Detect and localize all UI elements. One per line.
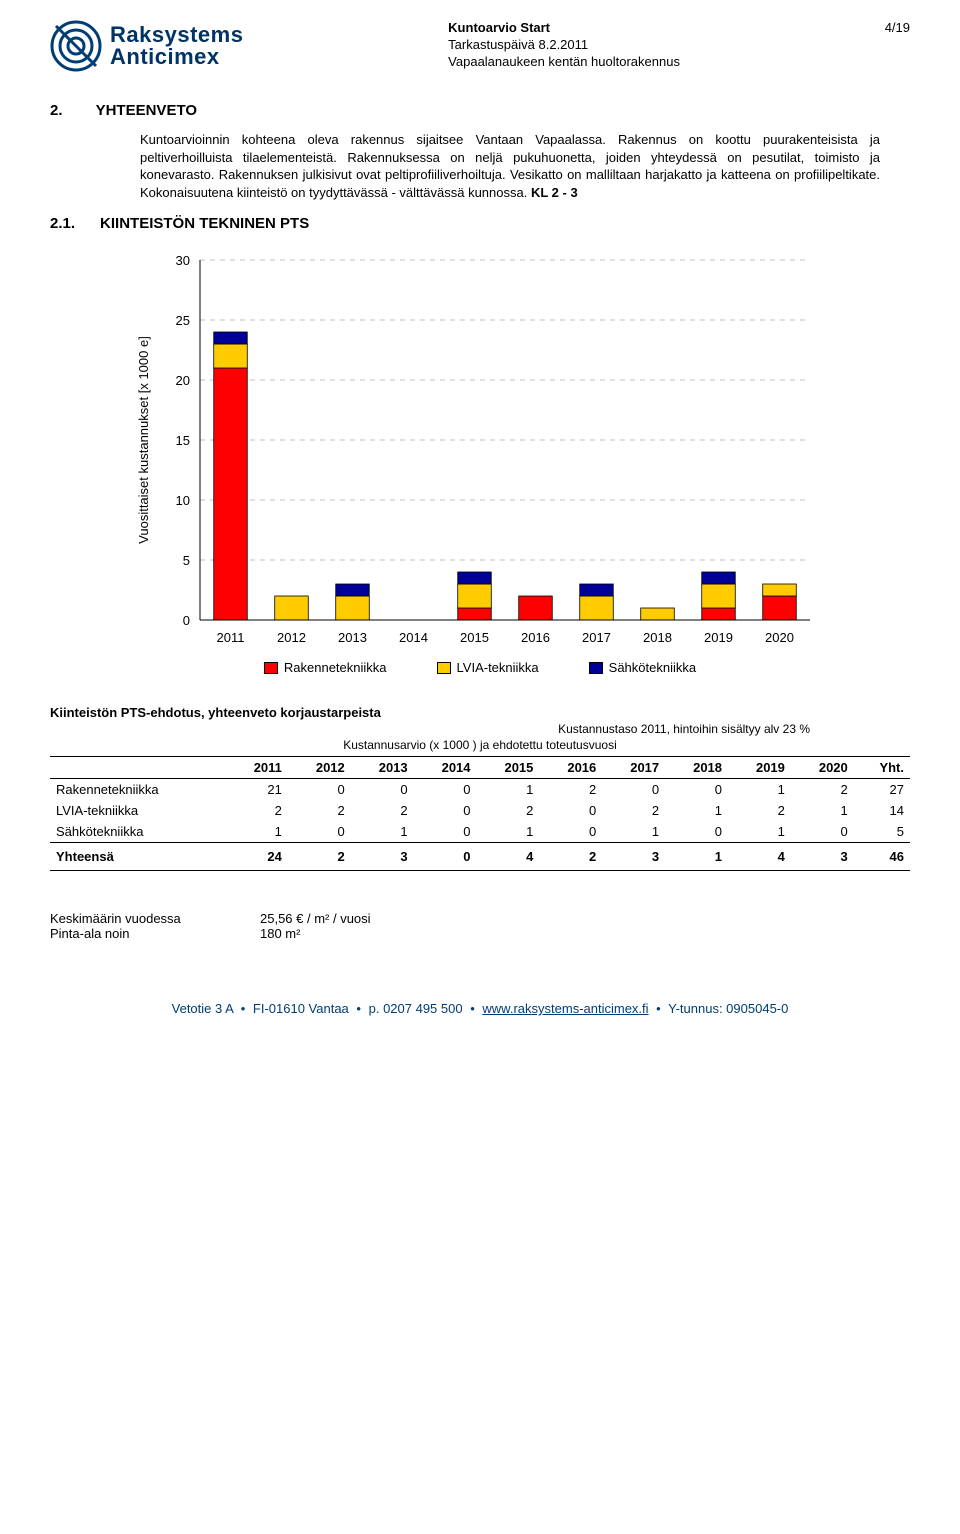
logo-icon — [50, 20, 102, 72]
legend-label-rakenne: Rakennetekniikka — [284, 660, 387, 675]
svg-text:2014: 2014 — [399, 630, 428, 645]
svg-text:2011: 2011 — [217, 630, 245, 645]
legend-rakenne: Rakennetekniikka — [264, 660, 387, 675]
footer-link[interactable]: www.raksystems-anticimex.fi — [482, 1001, 648, 1016]
area-value: 180 m² — [260, 926, 300, 941]
legend-swatch-rakenne — [264, 662, 278, 674]
table-subtitle: Kustannustaso 2011, hintoihin sisältyy a… — [50, 722, 910, 736]
svg-text:2013: 2013 — [338, 630, 367, 645]
logo-text: Raksystems Anticimex — [110, 24, 243, 68]
section-21-num: 2.1. — [50, 215, 75, 232]
chart-svg: 0 5 10 15 20 25 30 2011 2012 2013 2014 2015 2016 2017… — [130, 250, 830, 650]
doc-title: Kuntoarvio Start — [448, 20, 550, 35]
footer-block: Keskimäärin vuodessa 25,56 € / m² / vuos… — [50, 911, 910, 941]
svg-text:2015: 2015 — [460, 630, 489, 645]
svg-text:2016: 2016 — [521, 630, 550, 645]
svg-text:Vuosittaiset kustannukset [x 1: Vuosittaiset kustannukset [x 1000 e] — [136, 336, 151, 544]
section-2-para-tail: KL 2 - 3 — [531, 185, 578, 200]
section-21-title: KIINTEISTÖN TEKNINEN PTS — [100, 215, 309, 232]
area-label: Pinta-ala noin — [50, 926, 230, 941]
section-2-para-text: Kuntoarvioinnin kohteena oleva rakennus … — [140, 132, 880, 200]
svg-text:25: 25 — [176, 313, 190, 328]
section-2-para: Kuntoarvioinnin kohteena oleva rakennus … — [140, 131, 880, 201]
svg-text:2012: 2012 — [277, 630, 306, 645]
header-center: Kuntoarvio Start Tarkastuspäivä 8.2.2011… — [448, 20, 680, 71]
legend-swatch-lvia — [437, 662, 451, 674]
legend-lvia: LVIA-tekniikka — [437, 660, 539, 675]
legend-label-sahko: Sähkötekniikka — [609, 660, 696, 675]
footer-p4: Y-tunnus: 0905045-0 — [668, 1001, 788, 1016]
logo: Raksystems Anticimex — [50, 20, 243, 72]
section-2-num: 2. — [50, 102, 63, 119]
footer-p2: p. 0207 495 500 — [369, 1001, 463, 1016]
legend-label-lvia: LVIA-tekniikka — [457, 660, 539, 675]
svg-text:2020: 2020 — [765, 630, 794, 645]
table-head2: Kustannusarvio (x 1000 ) ja ehdotettu to… — [50, 738, 910, 752]
logo-line1: Raksystems — [110, 24, 243, 46]
pts-table-block: Kiinteistön PTS-ehdotus, yhteenveto korj… — [50, 705, 910, 871]
page-footer: Vetotie 3 A • FI-01610 Vantaa • p. 0207 … — [50, 1001, 910, 1016]
footer-p1: FI-01610 Vantaa — [253, 1001, 349, 1016]
pts-table: 2011201220132014201520162017201820192020… — [50, 756, 910, 871]
svg-text:30: 30 — [176, 253, 190, 268]
svg-text:2019: 2019 — [704, 630, 733, 645]
header-line3: Vapaalanaukeen kentän huoltorakennus — [448, 54, 680, 71]
header-line2: Tarkastuspäivä 8.2.2011 — [448, 37, 680, 54]
table-title: Kiinteistön PTS-ehdotus, yhteenveto korj… — [50, 705, 910, 720]
svg-text:0: 0 — [183, 613, 190, 628]
section-2-heading: 2. YHTEENVETO — [50, 102, 910, 119]
legend-sahko: Sähkötekniikka — [589, 660, 696, 675]
section-2-title: YHTEENVETO — [96, 102, 197, 119]
avg-year-value: 25,56 € / m² / vuosi — [260, 911, 371, 926]
page-number: 4/19 — [885, 20, 910, 35]
svg-text:20: 20 — [176, 373, 190, 388]
page-header: Raksystems Anticimex Kuntoarvio Start Ta… — [50, 20, 910, 72]
section-21-heading: 2.1. KIINTEISTÖN TEKNINEN PTS — [50, 215, 910, 232]
legend-swatch-sahko — [589, 662, 603, 674]
svg-text:15: 15 — [176, 433, 190, 448]
footer-p0: Vetotie 3 A — [172, 1001, 233, 1016]
svg-text:2018: 2018 — [643, 630, 672, 645]
logo-line2: Anticimex — [110, 46, 243, 68]
svg-text:10: 10 — [176, 493, 190, 508]
chart-legend: Rakennetekniikka LVIA-tekniikka Sähkötek… — [130, 660, 830, 675]
pts-chart: 0 5 10 15 20 25 30 2011 2012 2013 2014 2015 2016 2017… — [130, 250, 830, 675]
svg-text:5: 5 — [183, 553, 190, 568]
svg-text:2017: 2017 — [582, 630, 611, 645]
avg-year-label: Keskimäärin vuodessa — [50, 911, 230, 926]
